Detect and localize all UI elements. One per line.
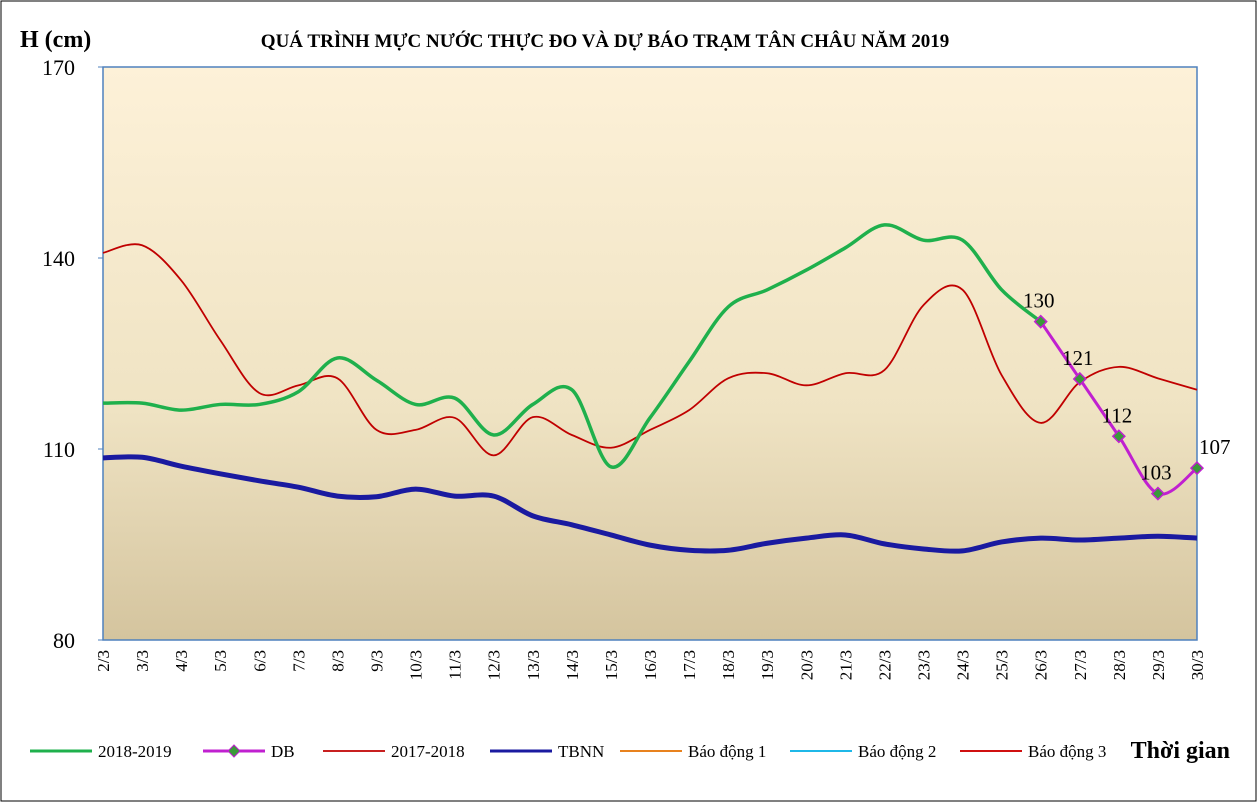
legend-label: DB	[271, 742, 295, 761]
x-tick-label: 21/3	[836, 650, 855, 680]
chart-title: QUÁ TRÌNH MỰC NƯỚC THỰC ĐO VÀ DỰ BÁO TRẠ…	[261, 30, 949, 52]
x-tick-label: 19/3	[758, 650, 777, 680]
x-tick-label: 17/3	[680, 650, 699, 680]
x-tick-label: 2/3	[94, 650, 113, 672]
x-tick-label: 6/3	[250, 650, 269, 672]
x-tick-label: 7/3	[289, 650, 308, 672]
x-tick-label: 23/3	[915, 650, 934, 680]
marker	[1033, 314, 1048, 329]
x-tick-label: 13/3	[524, 650, 543, 680]
y-tick-label: 170	[42, 55, 75, 80]
x-tick-label: 27/3	[1071, 650, 1090, 680]
x-tick-label: 16/3	[641, 650, 660, 680]
legend-label: Báo động 2	[858, 742, 936, 761]
marker	[1150, 486, 1165, 501]
x-tick-label: 26/3	[1032, 650, 1051, 680]
marker	[1189, 461, 1205, 476]
legend-label: TBNN	[558, 742, 604, 761]
data-label: 107	[1199, 435, 1231, 459]
x-tick-label: 22/3	[875, 650, 894, 680]
x-tick-label: 12/3	[485, 650, 504, 680]
x-tick-label: 24/3	[954, 650, 973, 680]
series-line	[102, 243, 1198, 457]
x-tick-label: 18/3	[719, 650, 738, 680]
x-tick-label: 15/3	[602, 650, 621, 680]
x-tick-label: 11/3	[446, 650, 465, 680]
data-label: 112	[1101, 403, 1132, 427]
x-tick-label: 4/3	[172, 650, 191, 672]
marker	[1072, 371, 1087, 387]
x-tick-label: 8/3	[328, 650, 347, 672]
x-tick-label: 14/3	[563, 650, 582, 680]
marker	[1111, 429, 1126, 444]
x-tick-label: 9/3	[368, 650, 387, 672]
y-tick-label: 110	[43, 437, 75, 462]
y-axis-label: H (cm)	[20, 27, 91, 53]
x-tick-label: 28/3	[1110, 650, 1129, 680]
legend-label: 2017-2018	[391, 742, 465, 761]
data-label: 103	[1140, 461, 1172, 485]
series-line	[102, 454, 1198, 554]
series-line	[102, 223, 1042, 469]
x-tick-label: 20/3	[797, 650, 816, 680]
x-tick-label: 25/3	[993, 650, 1012, 680]
legend-marker	[227, 744, 241, 758]
legend-label: 2018-2019	[98, 742, 172, 761]
data-label: 130	[1023, 289, 1055, 313]
y-tick-label: 80	[53, 628, 75, 653]
data-label: 121	[1062, 346, 1094, 370]
x-tick-label: 29/3	[1149, 650, 1168, 680]
y-tick-label: 140	[42, 246, 75, 271]
x-axis-label: Thời gian	[1131, 738, 1230, 764]
legend-label: Báo động 1	[688, 742, 766, 761]
x-tick-label: 5/3	[211, 650, 230, 672]
plot-area	[102, 66, 1198, 641]
legend-label: Báo động 3	[1028, 742, 1106, 761]
x-tick-label: 10/3	[407, 650, 426, 680]
x-tick-label: 3/3	[133, 650, 152, 672]
x-tick-label: 30/3	[1188, 650, 1207, 680]
